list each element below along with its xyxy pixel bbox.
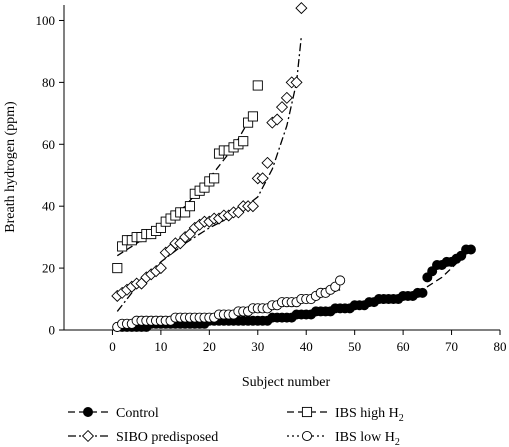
x-tick-label: 60 bbox=[397, 339, 410, 354]
x-tick-label: 50 bbox=[348, 339, 361, 354]
data-point bbox=[246, 200, 259, 213]
data-point bbox=[335, 275, 346, 286]
data-point bbox=[154, 262, 167, 275]
data-point bbox=[271, 113, 284, 126]
data-point bbox=[295, 2, 308, 15]
legend-label-text: Control bbox=[116, 406, 159, 421]
data-point bbox=[247, 111, 258, 122]
data-point bbox=[112, 263, 123, 274]
x-tick-label: 10 bbox=[154, 339, 167, 354]
data-point bbox=[261, 156, 274, 169]
x-tick-label: 70 bbox=[445, 339, 458, 354]
legend-label: Control bbox=[116, 406, 159, 421]
y-tick-label: 40 bbox=[42, 199, 55, 214]
data-point bbox=[417, 287, 428, 298]
legend-item: Control bbox=[68, 406, 159, 421]
x-tick-label: 40 bbox=[300, 339, 313, 354]
legend-item: IBS low H2 bbox=[287, 430, 400, 447]
data-point bbox=[256, 172, 269, 185]
legend-label-text: IBS high H bbox=[335, 406, 399, 421]
data-point bbox=[280, 91, 293, 104]
data-point bbox=[238, 136, 249, 147]
data-point bbox=[290, 76, 303, 89]
x-axis-label: Subject number bbox=[242, 375, 331, 390]
legend-marker bbox=[83, 406, 94, 417]
y-axis-label: Breath hydrogen (ppm) bbox=[3, 101, 18, 233]
y-tick-label: 80 bbox=[42, 75, 55, 90]
x-tick-label: 30 bbox=[251, 339, 264, 354]
y-tick-label: 0 bbox=[49, 323, 56, 338]
legend-label-text: SIBO predisposed bbox=[116, 430, 218, 445]
legend-label-subscript: 2 bbox=[399, 413, 404, 424]
legend-label-text: IBS low H bbox=[335, 430, 395, 445]
data-point bbox=[275, 101, 289, 114]
legend-item: IBS high H2 bbox=[287, 406, 404, 424]
legend-label: SIBO predisposed bbox=[116, 430, 218, 445]
legend-marker bbox=[301, 430, 313, 442]
legend-label-subscript: 2 bbox=[395, 437, 400, 447]
y-tick-label: 60 bbox=[42, 137, 55, 152]
x-tick-label: 80 bbox=[494, 339, 507, 354]
data-point bbox=[465, 244, 476, 255]
x-tick-label: 0 bbox=[109, 339, 116, 354]
legend-label: IBS low H2 bbox=[335, 430, 400, 447]
legend-item: SIBO predisposed bbox=[68, 429, 218, 445]
legend-marker bbox=[81, 429, 95, 443]
axis-ticks: 0 10 20 30 40 50 60 70 80 0 20 40 60 80 100 bbox=[36, 13, 507, 354]
data-point bbox=[209, 173, 220, 184]
legend-label: IBS high H2 bbox=[335, 406, 404, 424]
data-point bbox=[252, 80, 263, 91]
data-point bbox=[184, 201, 196, 212]
x-tick-label: 20 bbox=[203, 339, 216, 354]
legend-marker bbox=[301, 406, 313, 418]
y-tick-label: 100 bbox=[36, 13, 56, 28]
data-points bbox=[111, 2, 476, 332]
y-tick-label: 20 bbox=[42, 261, 55, 276]
